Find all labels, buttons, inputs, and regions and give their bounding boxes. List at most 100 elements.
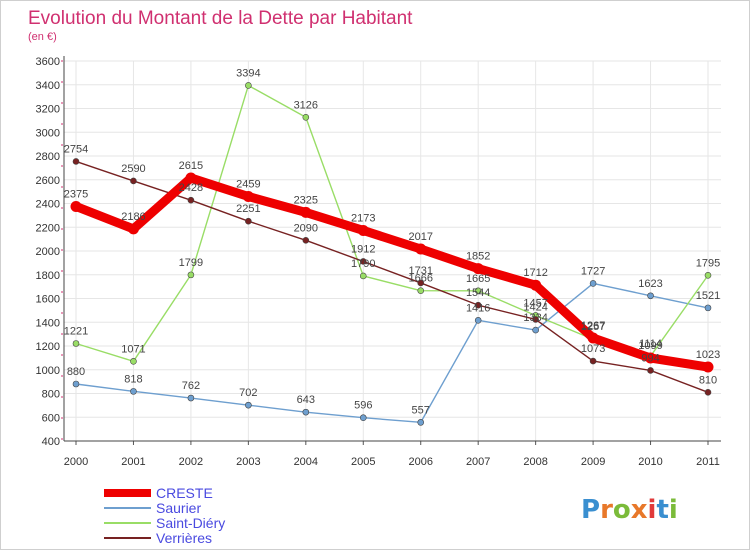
y-tick-label: 600 <box>42 412 60 424</box>
data-label: 2325 <box>294 194 318 206</box>
data-label: 1852 <box>466 251 490 263</box>
x-tick-label: 2007 <box>466 456 490 468</box>
data-point <box>647 292 654 300</box>
chart-subtitle: (en €) <box>28 31 57 43</box>
data-label: 596 <box>354 400 372 412</box>
data-label: 1799 <box>179 257 203 269</box>
data-label: 1731 <box>408 265 432 277</box>
data-point <box>187 394 195 402</box>
grid <box>64 60 721 442</box>
data-point <box>302 408 310 416</box>
y-tick-label: 3200 <box>36 104 60 116</box>
data-label: 1416 <box>466 302 490 314</box>
data-label: 1912 <box>351 243 375 255</box>
chart-title: Evolution du Montant de la Dette par Hab… <box>28 8 413 29</box>
x-tick-label: 2009 <box>581 456 605 468</box>
logo-text: Proxiti <box>581 495 678 525</box>
series-line-verri-res <box>75 160 709 394</box>
data-label: 1221 <box>64 326 88 338</box>
y-tick-label: 2200 <box>36 222 60 234</box>
y-tick-label: 400 <box>42 436 60 448</box>
data-point <box>417 419 425 426</box>
data-label: 1623 <box>638 278 662 290</box>
data-point <box>472 263 484 275</box>
data-label: 2251 <box>236 203 260 215</box>
x-tick-label: 2010 <box>638 456 662 468</box>
y-tick-label: 3000 <box>36 127 60 139</box>
data-label: 1544 <box>466 287 490 299</box>
y-tick-label: 2600 <box>36 175 60 187</box>
data-point <box>70 200 82 212</box>
data-point <box>589 357 597 365</box>
series-line-creste <box>71 173 713 372</box>
data-point <box>185 172 197 184</box>
data-point <box>302 237 310 244</box>
data-point <box>130 388 137 395</box>
x-tick-label: 2000 <box>64 456 88 468</box>
data-label: 2375 <box>64 188 88 200</box>
data-point <box>130 177 137 185</box>
data-label: 2459 <box>236 178 260 190</box>
data-point <box>417 287 425 294</box>
data-point <box>474 317 482 324</box>
data-point <box>72 380 80 388</box>
data-label: 880 <box>67 366 85 378</box>
x-tick-label: 2005 <box>351 456 375 468</box>
data-label: 2428 <box>179 182 203 194</box>
data-label: 2615 <box>179 160 203 172</box>
data-labels: 2375 2186 2615 2459 2325 2173 2017 1852 1712 1267… <box>64 67 720 416</box>
data-label: 1114 <box>639 338 662 350</box>
data-point <box>530 279 542 291</box>
data-label: 810 <box>699 374 717 386</box>
y-tick-label: 1200 <box>36 341 60 353</box>
data-label: 2090 <box>294 222 318 234</box>
data-label: 994 <box>641 352 659 364</box>
x-tick-label: 2002 <box>179 456 203 468</box>
data-label: 1666 <box>408 273 432 285</box>
data-label: 1790 <box>351 258 375 270</box>
x-tick-label: 2003 <box>236 456 260 468</box>
brand-logo: Proxiti <box>581 495 678 525</box>
data-label: 1795 <box>696 257 720 269</box>
data-point <box>130 358 137 365</box>
data-point <box>357 224 369 236</box>
data-point <box>645 352 657 364</box>
data-point <box>359 258 367 265</box>
x-tick-label: 2001 <box>121 456 145 468</box>
axes: 400 600 800 1000 1200 1400 1600 1800 2000 2200 240… <box>36 56 721 468</box>
data-label: 1267 <box>581 320 605 332</box>
data-label: 2173 <box>351 212 375 224</box>
data-label: 1521 <box>696 290 720 302</box>
y-tick-label: 800 <box>42 389 60 401</box>
data-label: 1023 <box>696 349 720 361</box>
data-point <box>359 272 367 280</box>
data-point <box>72 340 80 347</box>
data-point <box>300 206 312 218</box>
series <box>70 82 714 426</box>
y-tick-label: 1600 <box>36 294 60 306</box>
data-point <box>417 279 425 287</box>
data-point <box>589 280 597 287</box>
y-tick-label: 1800 <box>36 270 60 282</box>
legend-label: Saint-Diéry <box>156 515 225 531</box>
data-label: 1257 <box>581 321 605 333</box>
data-point <box>532 326 539 334</box>
legend-label: Saurier <box>156 500 201 516</box>
series-line-saint-di-ry <box>75 84 709 363</box>
series-line-saurier <box>75 282 709 424</box>
data-point <box>302 113 310 121</box>
y-tick-label: 3400 <box>36 80 60 92</box>
y-tick-label: 1400 <box>36 317 60 329</box>
data-point <box>647 367 654 374</box>
data-label: 1071 <box>121 343 145 355</box>
data-label: 2590 <box>121 163 145 175</box>
data-label: 1424 <box>523 301 547 313</box>
data-point <box>72 158 80 165</box>
x-tick-label: 2011 <box>696 456 720 468</box>
data-label: 1099 <box>638 340 662 352</box>
data-point <box>587 332 599 344</box>
data-label: 1457 <box>523 297 547 309</box>
